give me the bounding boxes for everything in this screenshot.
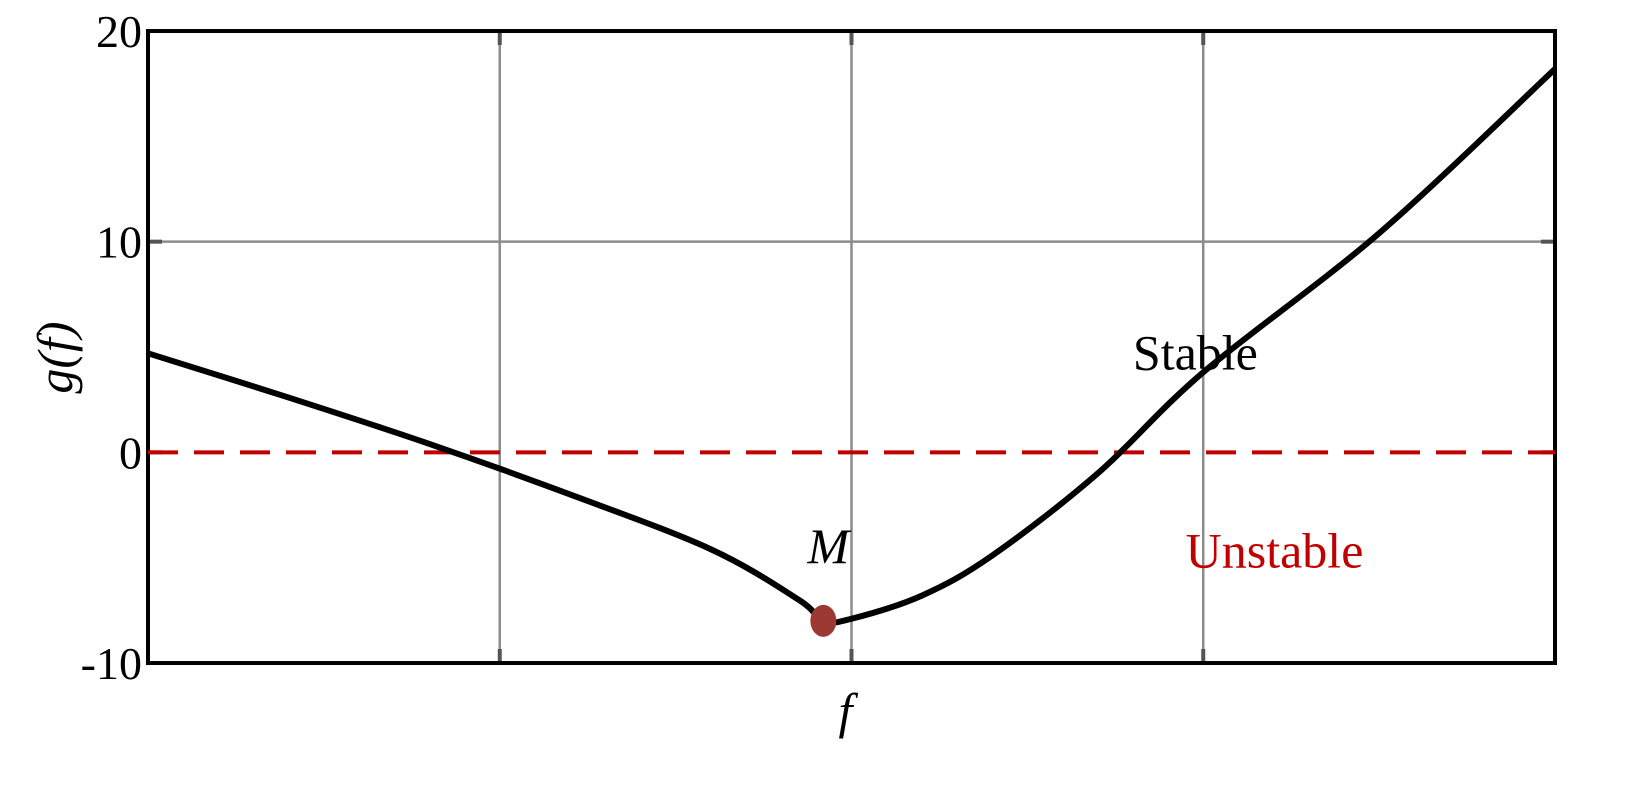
plot-frame — [146, 29, 1557, 665]
tick-labels: 20 10 0 -10 — [81, 6, 142, 689]
marker-group: M — [807, 518, 852, 637]
annotation-stable: Stable — [1133, 324, 1258, 380]
y-tick-label-1: 10 — [96, 217, 142, 268]
plot-border — [146, 29, 1557, 665]
y-axis-label: g(f) — [27, 321, 83, 393]
annotation-unstable: Unstable — [1186, 522, 1364, 578]
y-tick-label-3: -10 — [81, 638, 142, 689]
annotations: Stable Unstable — [1133, 324, 1363, 578]
marker-label-m: M — [807, 518, 852, 574]
series-group — [147, 66, 1558, 626]
series-line-0 — [147, 66, 1558, 626]
y-tick-label-0: 20 — [96, 6, 142, 57]
marker-point-m — [810, 604, 837, 637]
y-tick-label-2: 0 — [119, 427, 142, 478]
x-axis-label: f — [839, 683, 859, 739]
